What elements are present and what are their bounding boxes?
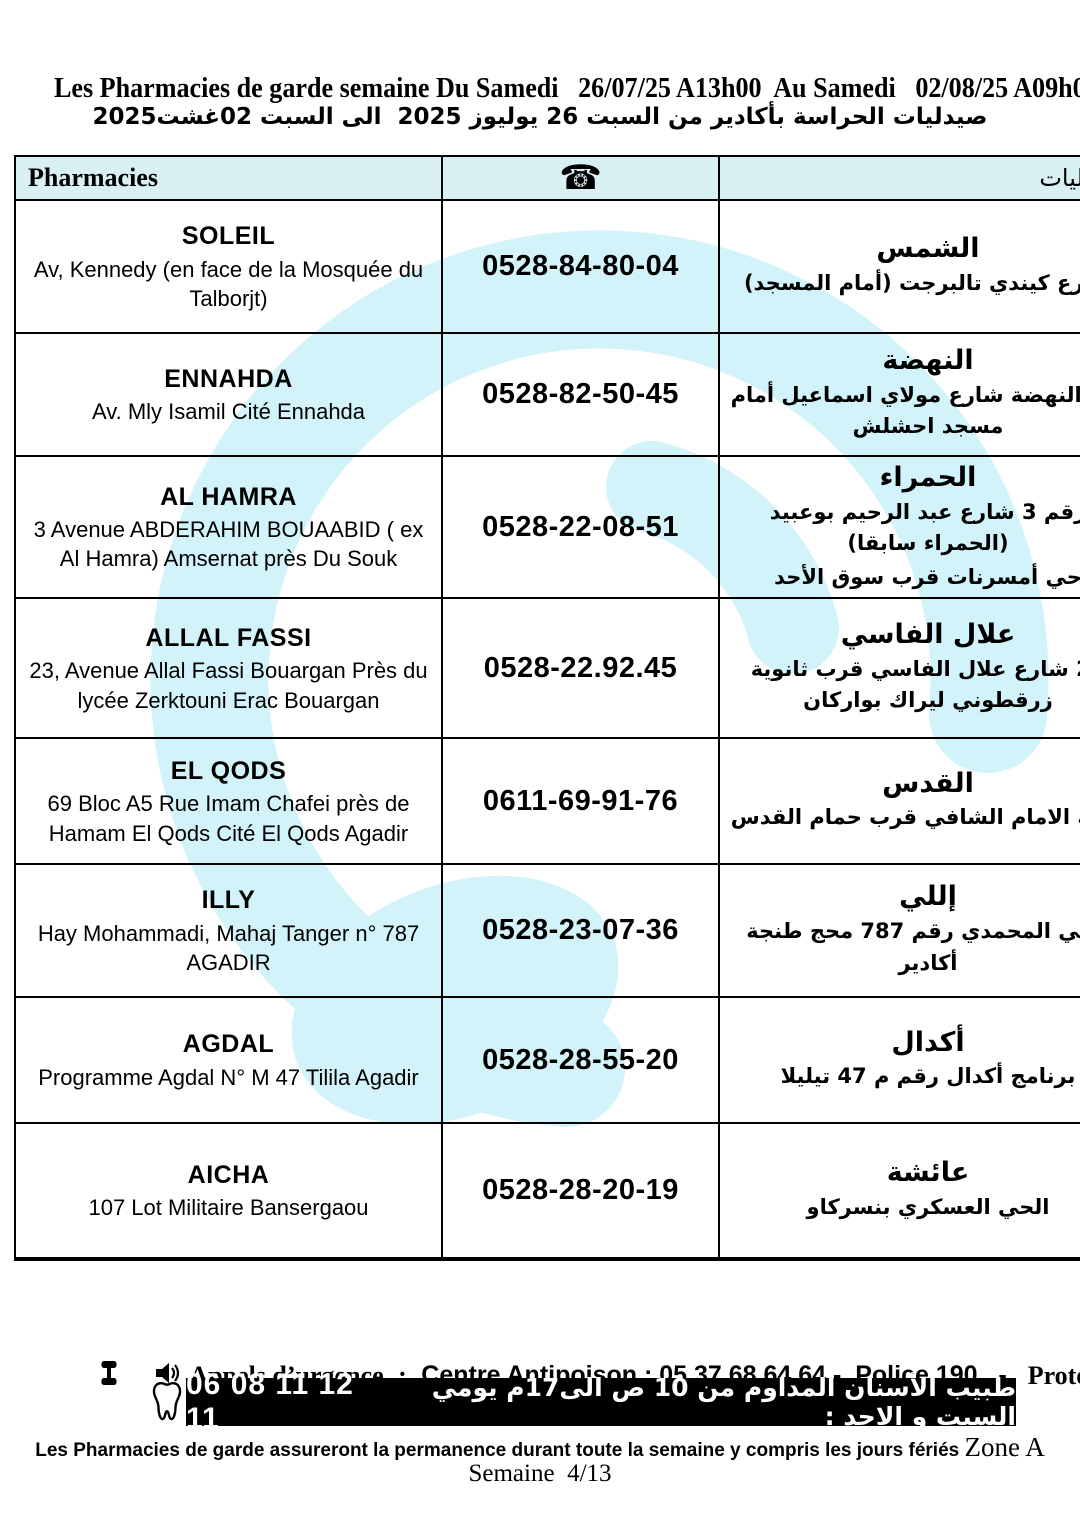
pharmacy-address-arabic: برنامج أكدال رقم م 47 تيليلا (780, 1064, 1076, 1089)
zone-label: Zone A (964, 1432, 1045, 1462)
pharmacy-name-arabic: الشمس (876, 232, 980, 264)
phone-number: 0528-23-07-36 (482, 914, 679, 947)
phone-number: 0528-22-08-51 (482, 510, 679, 543)
pharmacy-address-arabic: الحي المحمدي رقم 787 محج طنجة أكادير (746, 919, 1080, 975)
table-row: ALLAL FASSI 23, Avenue Allal Fassi Bouar… (14, 597, 1080, 740)
pharmacy-name-arabic: علال الفاسي (840, 618, 1016, 650)
table-row: EL QODS 69 Bloc A5 Rue Imam Chafei près … (14, 737, 1080, 866)
pharmacy-address-arabic: زنقة الامام الشافي قرب حمام القدس (730, 805, 1080, 830)
emergency-protection-civile-label: Protection civile (1027, 1360, 1080, 1390)
pharmacy-address-arabic: رقم 3 شارع عبد الرحيم بوعبيد (الحمراء سا… (769, 499, 1080, 556)
pharmacy-address: 107 Lot Militaire Bansergaou (88, 1195, 369, 1221)
pharmacy-address: Av, Kennedy (en face de la Mosquée du Ta… (33, 256, 424, 311)
pharmacy-address: Hay Mohammadi, Mahaj Tanger n° 787 AGADI… (37, 920, 420, 975)
table-row: SOLEIL Av, Kennedy (en face de la Mosqué… (14, 199, 1080, 334)
pharmacy-name: EL QODS (170, 756, 287, 785)
pharmacy-name-arabic: الحمراء (879, 462, 977, 493)
table-row: AL HAMRA 3 Avenue ABDERAHIM BOUAABID ( e… (14, 454, 1080, 600)
pharmacy-address-arabic: 23 شارع علال الفاسي قرب ثانوية زرقطوني ل… (750, 656, 1080, 713)
pharmacy-address-arabic: الحي العسكري بنسركاو (806, 1194, 1050, 1219)
phone-icon: ☎ (559, 158, 602, 198)
pharmacy-address-arabic: شارع كيندي تالبرجت (أمام المسجد) (743, 270, 1080, 295)
column-header-pharmacies: Pharmacies (28, 163, 158, 192)
pharmacy-name: ALLAL FASSI (145, 623, 312, 652)
pharmacy-name-arabic: عائشة (886, 1157, 970, 1189)
pharmacy-name-arabic: إللي (899, 881, 957, 913)
pharmacy-name: AL HAMRA (160, 482, 297, 511)
handset-icon (72, 1342, 121, 1409)
tooth-icon (150, 1379, 184, 1428)
pharmacy-address-arabic-line2: حي أمسرنات قرب سوق الأحد (774, 564, 1080, 589)
pharmacy-name: SOLEIL (181, 222, 276, 251)
page-title-arabic: صيدليات الحراسة بأكادير من السبت 26 يولي… (92, 104, 988, 130)
dentist-on-duty-banner: طبيب الأسنان المداوم من 10 ص الى17م يومي… (186, 1368, 1016, 1435)
pharmacy-name: ILLY (201, 886, 256, 915)
dentist-phone-number: 06 08 11 12 11 (186, 1368, 354, 1435)
pharmacy-table: Pharmacies ☎ صيدليات SOLEIL Av, Kennedy … (14, 155, 1080, 1262)
table-row: ENNAHDA Av. Mly Isamil Cité Ennahda 0528… (14, 332, 1080, 457)
phone-number: 0528-22.92.45 (483, 651, 678, 684)
pharmacy-address: 3 Avenue ABDERAHIM BOUAABID ( ex Al Hamr… (33, 517, 424, 572)
dentist-banner-text: طبيب الأسنان المداوم من 10 ص الى17م يومي… (431, 1373, 1016, 1431)
pharmacy-name: ENNAHDA (164, 364, 293, 393)
emergency-separator: : (391, 1360, 414, 1390)
phone-number: 0528-84-80-04 (482, 250, 679, 282)
pharmacy-name: AGDAL (182, 1030, 275, 1059)
phone-number: 0528-82-50-45 (482, 378, 679, 410)
page-title: Les Pharmacies de garde semaine Du Samed… (54, 72, 1080, 104)
permanence-note-line: Les Pharmacies de garde assureront la pe… (0, 1432, 1080, 1463)
speaker-icon (129, 1343, 182, 1408)
permanence-note: Les Pharmacies de garde assureront la pe… (35, 1440, 965, 1461)
pharmacy-address-arabic: حي النهضة شارع مولاي اسماعيل أمام مسجد ا… (730, 382, 1080, 439)
table-header-row: Pharmacies ☎ صيدليات (14, 155, 1080, 201)
pharmacy-address: Av. Mly Isamil Cité Ennahda (91, 399, 366, 425)
table-row: AGDAL Programme Agdal N° M 47 Tilila Aga… (14, 996, 1080, 1125)
phone-number: 0528-28-20-19 (482, 1174, 679, 1207)
phone-number: 0611-69-91-76 (482, 784, 679, 817)
pharmacy-name: AICHA (187, 1160, 270, 1189)
pharmacy-address: 69 Bloc A5 Rue Imam Chafei près de Hamam… (47, 791, 410, 846)
phone-number: 0528-28-55-20 (482, 1043, 679, 1076)
table-row: AICHA 107 Lot Militaire Bansergaou 0528-… (14, 1122, 1080, 1262)
pharmacy-address: Programme Agdal N° M 47 Tilila Agadir (38, 1064, 419, 1090)
column-header-pharmacies-arabic: صيدليات (1039, 164, 1080, 192)
table-row: ILLY Hay Mohammadi, Mahaj Tanger n° 787 … (14, 863, 1080, 999)
pharmacy-address: 23, Avenue Allal Fassi Bouargan Près du … (29, 658, 428, 713)
week-number: Semaine 4/13 (468, 1460, 612, 1487)
pharmacy-name-arabic: القدس (882, 767, 974, 799)
pharmacy-name-arabic: النهضة (882, 345, 974, 377)
pharmacy-name-arabic: أكدال (891, 1026, 965, 1058)
